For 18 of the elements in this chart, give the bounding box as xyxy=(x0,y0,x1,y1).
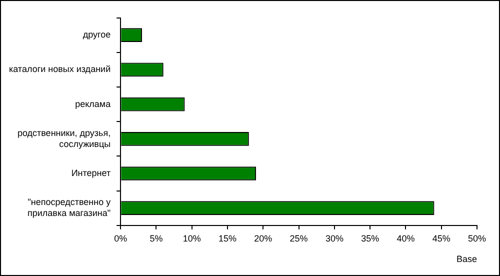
y-tick-label: другое xyxy=(82,30,111,40)
x-tick-label: 5% xyxy=(150,233,163,244)
x-tick-label: 0% xyxy=(114,233,128,244)
x-tick-label: 45% xyxy=(432,233,450,244)
x-tick-label: 10% xyxy=(182,233,201,244)
x-tick-label: 25% xyxy=(290,233,308,244)
y-tick-label: родственники, друзья, сослуживцы xyxy=(17,128,111,149)
y-tick-label: "непосредственно у прилавка магазина" xyxy=(28,197,112,218)
x-axis-title: Base xyxy=(456,254,477,264)
y-tick-label: реклама xyxy=(75,98,111,109)
x-tick-label: 40% xyxy=(396,233,415,244)
y-tick-label: Интернет xyxy=(71,168,111,178)
x-tick-label: 15% xyxy=(218,233,237,244)
x-tick-label: 30% xyxy=(325,233,344,244)
x-tick-label: 50% xyxy=(468,233,486,244)
x-tick-label: 35% xyxy=(361,233,380,244)
x-tick-label: 20% xyxy=(254,233,272,244)
y-tick-label: каталоги новых изданий xyxy=(8,64,111,74)
